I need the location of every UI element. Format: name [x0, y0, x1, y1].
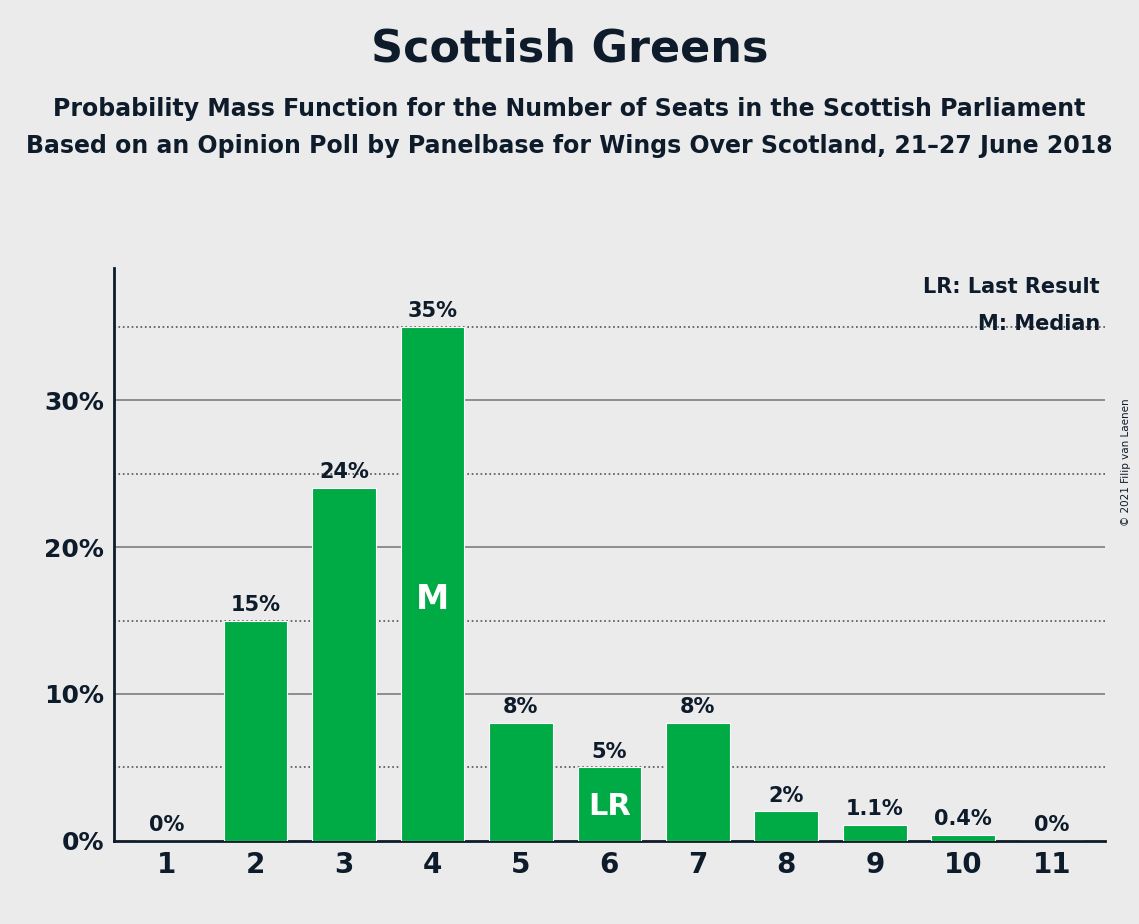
Bar	[223, 621, 287, 841]
Text: LR: Last Result: LR: Last Result	[924, 276, 1100, 297]
Bar	[312, 488, 376, 841]
Bar	[489, 723, 552, 841]
Bar	[932, 835, 995, 841]
Bar	[843, 825, 907, 841]
Text: 8%: 8%	[503, 698, 539, 717]
Bar	[401, 327, 465, 841]
Text: Based on an Opinion Poll by Panelbase for Wings Over Scotland, 21–27 June 2018: Based on an Opinion Poll by Panelbase fo…	[26, 134, 1113, 158]
Text: M: Median: M: Median	[977, 314, 1100, 334]
Text: 2%: 2%	[769, 785, 804, 806]
Text: 0%: 0%	[149, 815, 185, 835]
Text: 24%: 24%	[319, 462, 369, 482]
Text: Probability Mass Function for the Number of Seats in the Scottish Parliament: Probability Mass Function for the Number…	[54, 97, 1085, 121]
Text: Scottish Greens: Scottish Greens	[371, 28, 768, 71]
Text: © 2021 Filip van Laenen: © 2021 Filip van Laenen	[1121, 398, 1131, 526]
Text: 35%: 35%	[408, 301, 458, 321]
Text: 1.1%: 1.1%	[846, 799, 903, 819]
Text: LR: LR	[588, 792, 631, 821]
Bar	[666, 723, 730, 841]
Text: 0.4%: 0.4%	[934, 809, 992, 829]
Text: M: M	[416, 583, 449, 615]
Text: 15%: 15%	[230, 595, 280, 614]
Bar	[754, 811, 818, 841]
Text: 0%: 0%	[1034, 815, 1070, 835]
Bar	[577, 768, 641, 841]
Text: 8%: 8%	[680, 698, 715, 717]
Text: 5%: 5%	[591, 742, 628, 761]
